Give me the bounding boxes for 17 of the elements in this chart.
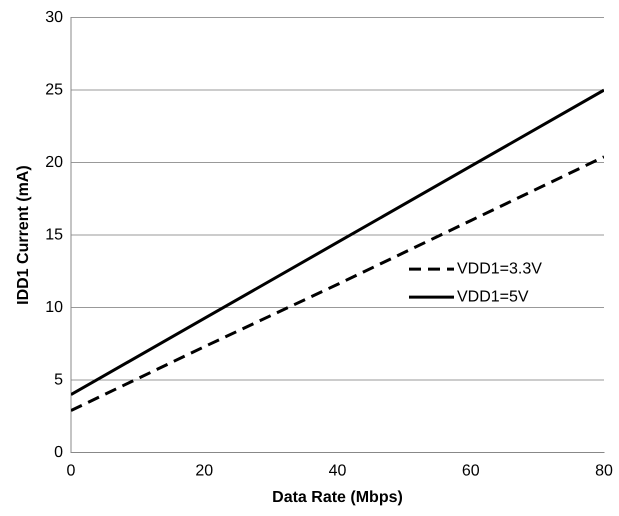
x-tick-label: 40 <box>328 462 346 480</box>
x-axis-title: Data Rate (Mbps) <box>272 488 403 506</box>
line-series <box>70 155 604 412</box>
x-tick-label: 60 <box>462 462 480 480</box>
y-tick-label: 15 <box>45 226 64 244</box>
y-tick-label: 30 <box>45 9 64 26</box>
legend-label: VDD1=3.3V <box>457 260 542 278</box>
y-tick-label: 10 <box>45 299 64 316</box>
y-axis-title: IDD1 Current (mA) <box>15 165 32 305</box>
y-tick-label: 5 <box>54 372 64 389</box>
y-tick-label: 25 <box>45 82 64 99</box>
x-tick-label: 80 <box>595 462 613 480</box>
y-tick-label: 20 <box>45 154 64 172</box>
legend-label: VDD1=5V <box>457 288 529 306</box>
x-tick-label: 20 <box>195 462 214 480</box>
x-tick-label: 0 <box>66 462 76 480</box>
y-tick-label: 0 <box>54 444 64 462</box>
